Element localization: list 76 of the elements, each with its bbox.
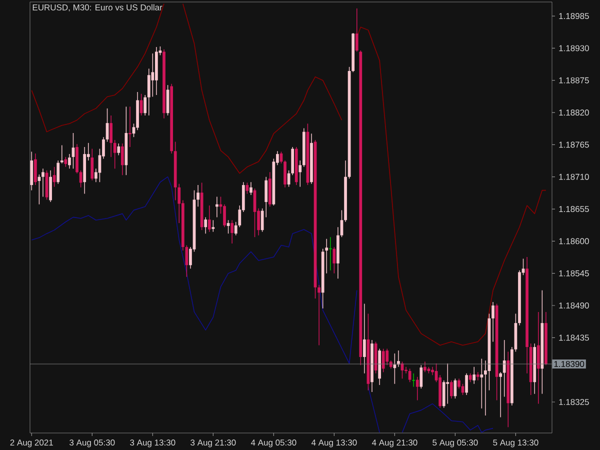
x-tick-label: 4 Aug 13:30	[311, 440, 357, 448]
y-tick-label: 1.18930	[559, 45, 589, 52]
ref-line-label: 1.18390	[554, 360, 584, 367]
candlestick	[230, 220, 234, 244]
candlestick	[284, 160, 286, 188]
y-tick-label: 1.18710	[559, 174, 589, 180]
x-tick-label: 3 Aug 21:30	[190, 440, 236, 448]
y-tick-label: 1.18655	[559, 206, 589, 212]
x-tick-label: 4 Aug 05:30	[250, 440, 296, 448]
candlestick	[234, 222, 238, 236]
candlestick	[68, 154, 71, 170]
x-tick-label: 3 Aug 13:30	[130, 440, 176, 448]
candlestick	[420, 364, 423, 389]
candlestick	[318, 284, 320, 346]
candlestick	[424, 361, 426, 373]
candlestick	[480, 358, 484, 409]
candlestick	[52, 166, 56, 188]
candlestick	[502, 340, 506, 398]
candlestick	[499, 372, 502, 418]
y-tick-label: 1.18875	[559, 77, 589, 84]
candlestick	[393, 353, 396, 384]
x-tick-label: 5 Aug 05:30	[432, 440, 478, 448]
candlestick	[536, 312, 540, 404]
chart-title: EURUSD, M30: Euro vs US Dollar	[32, 4, 162, 12]
candlestick	[113, 140, 116, 170]
y-tick-label: 1.18435	[559, 334, 589, 341]
candlestick	[223, 204, 226, 228]
candlestick	[49, 170, 52, 202]
candlestick	[147, 68, 150, 116]
candlestick	[151, 53, 154, 98]
x-tick-label: 2 Aug 2021	[10, 440, 53, 448]
candlestick	[34, 153, 37, 186]
candlestick	[128, 106, 132, 148]
candlestick	[64, 156, 68, 168]
x-tick-label: 3 Aug 05:30	[70, 440, 115, 448]
y-tick-label: 1.18765	[559, 142, 589, 148]
candlestick	[117, 143, 120, 156]
candlestick	[450, 380, 453, 399]
candlestick	[408, 368, 412, 382]
candlestick	[90, 148, 94, 181]
candlestick	[386, 348, 389, 366]
candlestick	[42, 168, 44, 198]
candlestick	[196, 184, 200, 208]
candlestick	[56, 160, 60, 184]
y-tick-label: 1.18600	[559, 238, 589, 244]
candlestick	[412, 372, 416, 388]
candlestick	[442, 380, 446, 408]
candlestick	[472, 366, 476, 384]
candlestick	[355, 8, 358, 52]
candlestick	[416, 376, 419, 401]
candlestick	[60, 144, 64, 164]
candlestick	[208, 205, 211, 232]
candlestick	[362, 303, 366, 374]
candlestick	[465, 372, 468, 396]
candlestick	[298, 160, 302, 188]
candlestick	[110, 115, 112, 158]
candlestick	[492, 302, 494, 342]
candlestick	[144, 94, 147, 116]
candlestick	[476, 372, 480, 381]
candlestick	[120, 143, 124, 176]
candlestick	[446, 363, 450, 404]
candlestick	[250, 182, 252, 196]
candlestick	[212, 220, 215, 232]
y-tick-label: 1.18545	[559, 270, 589, 276]
x-tick-label: 4 Aug 21:30	[372, 440, 418, 448]
y-tick-label: 1.18985	[559, 13, 589, 20]
y-tick-label: 1.18325	[559, 399, 589, 406]
x-tick-label: 5 Aug 13:30	[493, 440, 538, 448]
y-tick-label: 1.18820	[559, 110, 589, 116]
candlestick	[246, 182, 249, 194]
candlestick	[204, 216, 208, 234]
y-tick-label: 1.18490	[559, 302, 589, 309]
candlestick	[382, 348, 385, 373]
candlestick	[404, 366, 408, 374]
candlestick	[458, 378, 460, 389]
candlestick	[332, 246, 336, 274]
